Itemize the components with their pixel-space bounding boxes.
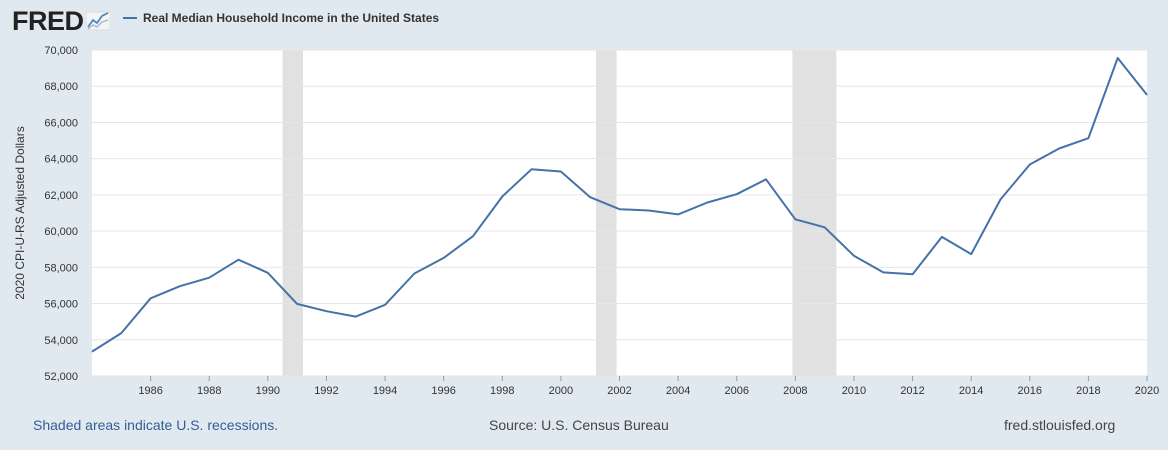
x-tick-label: 2004 [666, 385, 690, 397]
recession-note-link[interactable]: Shaded areas indicate U.S. recessions. [33, 417, 279, 433]
y-tick-label: 62,000 [44, 190, 78, 202]
x-tick-label: 2020 [1135, 385, 1159, 397]
y-tick-label: 54,000 [44, 335, 78, 347]
x-tick-label: 2010 [842, 385, 866, 397]
y-tick-label: 68,000 [44, 81, 78, 93]
legend-series-label: Real Median Household Income in the Unit… [143, 11, 440, 25]
x-tick-label: 1998 [490, 385, 514, 397]
x-tick-label: 1988 [197, 385, 221, 397]
site-url[interactable]: fred.stlouisfed.org [1004, 417, 1116, 433]
y-tick-label: 52,000 [44, 371, 78, 383]
recession-shade [596, 50, 617, 376]
y-tick-label: 64,000 [44, 154, 78, 166]
x-tick-label: 2000 [549, 385, 573, 397]
x-tick-label: 1992 [314, 385, 338, 397]
y-tick-label: 56,000 [44, 299, 78, 311]
x-tick-label: 2002 [607, 385, 631, 397]
x-tick-label: 1990 [256, 385, 280, 397]
y-tick-label: 60,000 [44, 226, 78, 238]
x-tick-label: 1986 [138, 385, 162, 397]
x-tick-label: 2006 [724, 385, 748, 397]
logo-text: FRED [12, 6, 84, 36]
chart-legend: Real Median Household Income in the Unit… [123, 11, 439, 25]
series-line [91, 57, 1148, 353]
x-tick-label: 2008 [783, 385, 807, 397]
x-tick-label: 2012 [900, 385, 924, 397]
source-text: Source: U.S. Census Bureau [489, 417, 669, 433]
chart-line-icon [85, 11, 110, 31]
y-tick-label: 66,000 [44, 117, 78, 129]
x-tick-label: 2014 [959, 385, 983, 397]
legend-swatch [123, 17, 137, 19]
x-tick-label: 2018 [1076, 385, 1100, 397]
x-tick-label: 1994 [373, 385, 397, 397]
x-tick-label: 1996 [431, 385, 455, 397]
y-tick-label: 58,000 [44, 262, 78, 274]
fred-logo[interactable]: FRED [12, 6, 110, 36]
recession-shade [792, 50, 837, 376]
plot-area [92, 50, 1147, 376]
x-tick-label: 2016 [1018, 385, 1042, 397]
y-tick-label: 70,000 [44, 45, 78, 57]
recession-shade [282, 50, 303, 376]
